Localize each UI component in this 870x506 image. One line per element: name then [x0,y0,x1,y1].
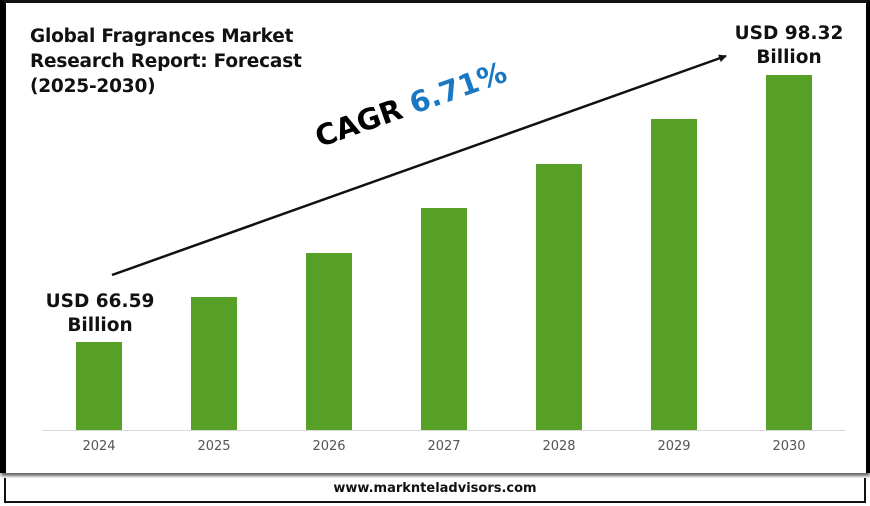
bar-2026 [306,253,352,430]
end-value-label: USD 98.32 Billion [719,22,859,70]
x-tick-2027: 2027 [427,439,461,454]
start-value: USD 66.59 [45,291,155,312]
end-unit: Billion [756,47,822,68]
x-tick-2024: 2024 [82,439,116,454]
x-tick-2025: 2025 [197,439,231,454]
x-tick-2030: 2030 [772,439,806,454]
bar-2024 [76,342,122,430]
bar-2030 [766,75,812,430]
bar-2028 [536,164,582,430]
title-line-3: (2025-2030) [30,76,156,97]
footer: www.marknteladvisors.com [4,478,866,503]
bar-2027 [421,208,467,430]
x-axis-line [42,430,845,431]
end-value: USD 98.32 [734,23,844,44]
start-value-label: USD 66.59 Billion [30,290,170,338]
footer-url[interactable]: www.marknteladvisors.com [333,481,537,496]
title-line-2: Research Report: Forecast [30,51,302,72]
start-unit: Billion [67,315,133,336]
bar-2025 [191,297,237,430]
x-tick-2028: 2028 [542,439,576,454]
chart-title: Global Fragrances Market Research Report… [30,24,330,99]
x-tick-2026: 2026 [312,439,346,454]
title-line-1: Global Fragrances Market [30,26,294,47]
bar-2029 [651,119,697,430]
x-tick-2029: 2029 [657,439,691,454]
